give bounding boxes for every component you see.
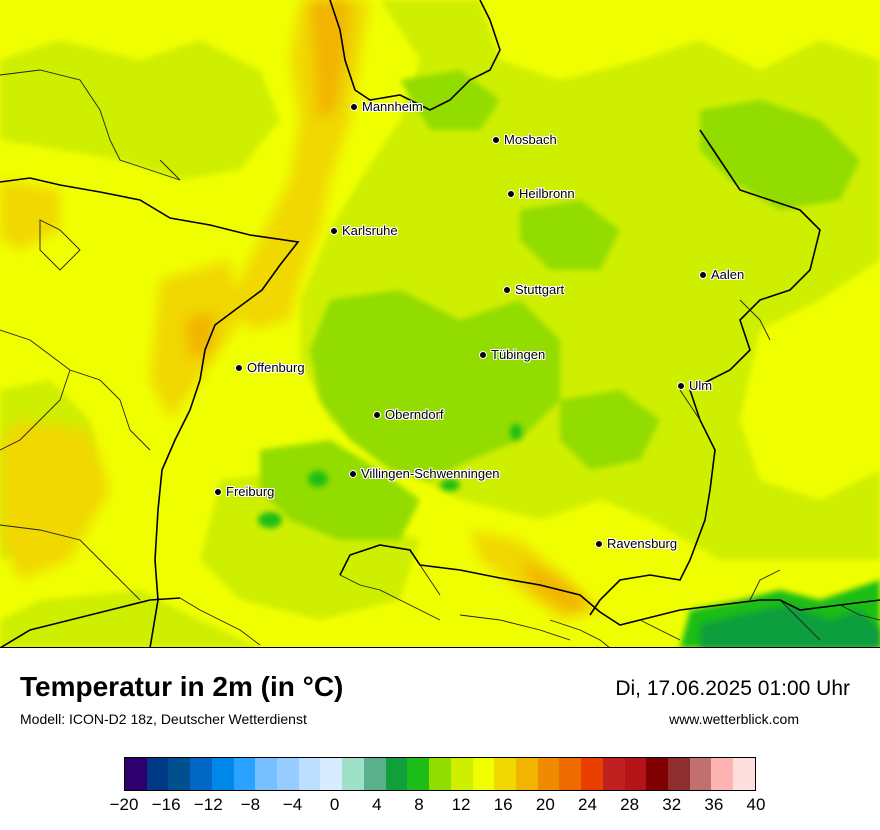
city-ravensburg: Ravensburg — [595, 536, 677, 551]
city-label: Freiburg — [226, 484, 275, 499]
legend-swatch — [602, 758, 625, 790]
legend-swatch — [537, 758, 560, 790]
legend-swatch — [255, 758, 278, 790]
forecast-datetime: Di, 17.06.2025 01:00 Uhr — [615, 677, 850, 700]
southwest-border — [0, 597, 181, 647]
city-label: Oberndorf — [385, 407, 444, 422]
color-scale-ticks: −20 −16 −12 −8 −4 0 4 8 12 16 20 24 28 32 36 40 — [110, 795, 766, 819]
legend-swatch — [515, 758, 538, 790]
city-label: Offenburg — [247, 360, 305, 375]
legend-swatch — [667, 758, 690, 790]
city-dot — [677, 381, 685, 390]
city-tuebingen: Tübingen — [479, 347, 545, 362]
legend-tick-label: −4 — [282, 795, 303, 814]
legend-swatch — [472, 758, 495, 790]
legend-swatch — [363, 758, 386, 790]
city-dot — [330, 226, 338, 235]
city-label: Villingen-Schwenningen — [361, 466, 500, 481]
legend-tick-label: 16 — [493, 795, 513, 814]
legend-swatch — [320, 758, 343, 790]
city-label: Mannheim — [362, 99, 423, 114]
legend-swatch — [168, 758, 191, 790]
city-mannheim: Mannheim — [350, 99, 423, 114]
legend-swatch — [298, 758, 321, 790]
legend-swatch — [624, 758, 647, 790]
city-label: Ravensburg — [607, 536, 678, 551]
city-heilbronn: Heilbronn — [507, 186, 575, 201]
legend-tick-label: 32 — [662, 795, 682, 814]
city-dot — [235, 363, 243, 372]
legend-tick-label: 12 — [451, 795, 471, 814]
city-mosbach: Mosbach — [492, 132, 557, 147]
legend-swatch — [581, 758, 603, 790]
legend-swatch — [146, 758, 169, 790]
district-borders — [0, 69, 880, 647]
legend-swatch — [689, 758, 712, 790]
legend-swatch — [125, 758, 147, 790]
legend-tick-label: 0 — [329, 795, 340, 814]
city-label: Tübingen — [491, 347, 546, 362]
city-dot — [492, 135, 500, 144]
legend-tick-label: 36 — [704, 795, 724, 814]
city-dot — [699, 270, 707, 279]
legend-swatch — [190, 758, 212, 790]
legend-swatch — [450, 758, 473, 790]
state-border-east — [589, 129, 821, 616]
city-dot — [373, 410, 381, 419]
legend-tick-label: −12 — [193, 795, 223, 814]
legend-tick-label: −8 — [240, 795, 261, 814]
legend-swatch — [211, 758, 234, 790]
city-aalen: Aalen — [699, 267, 744, 282]
city-dot — [507, 189, 515, 198]
city-label: Heilbronn — [519, 186, 575, 201]
legend-tick-label: 8 — [414, 795, 424, 814]
city-dot — [350, 102, 358, 111]
city-stuttgart: Stuttgart — [503, 282, 564, 297]
legend-swatch — [646, 758, 668, 790]
temperature-9c-spots — [700, 605, 880, 647]
city-offenburg: Offenburg — [235, 360, 305, 375]
legend-swatch — [385, 758, 408, 790]
city-label: Ulm — [689, 378, 713, 393]
temperature-12c-regions — [260, 70, 860, 540]
legend-tick-label: 40 — [746, 795, 766, 814]
city-label: Aalen — [711, 267, 745, 282]
state-border-north — [329, 0, 501, 111]
legend-swatch — [494, 758, 516, 790]
color-scale-legend — [124, 757, 756, 791]
legend-tick-label: 24 — [577, 795, 597, 814]
city-dot — [349, 469, 357, 478]
legend-swatch — [711, 758, 734, 790]
city-karlsruhe: Karlsruhe — [330, 223, 398, 238]
legend-swatch — [429, 758, 451, 790]
temperature-map-layer — [0, 0, 880, 647]
city-dot — [479, 350, 487, 359]
legend-swatch — [559, 758, 582, 790]
city-dot — [214, 487, 222, 496]
legend-tick-label: −16 — [151, 795, 181, 814]
city-freiburg: Freiburg — [214, 484, 274, 499]
map-title: Temperatur in 2m (in °C) — [20, 671, 344, 702]
model-subtitle: Modell: ICON-D2 18z, Deutscher Wetterdie… — [20, 711, 307, 727]
legend-swatch — [342, 758, 364, 790]
city-ulm: Ulm — [677, 378, 712, 393]
legend-swatch — [277, 758, 299, 790]
legend-tick-label: 4 — [372, 795, 382, 814]
city-label: Stuttgart — [515, 282, 565, 297]
state-border-west — [0, 177, 300, 647]
city-oberndorf: Oberndorf — [373, 407, 444, 422]
city-dot — [503, 285, 511, 294]
legend-swatch — [407, 758, 430, 790]
city-label: Karlsruhe — [342, 223, 398, 238]
legend-tick-label: 28 — [620, 795, 640, 814]
city-dot — [595, 539, 603, 548]
legend-swatch — [233, 758, 256, 790]
legend-tick-label: 20 — [535, 795, 555, 814]
temperature-map: Mannheim Mosbach Heilbronn Karlsruhe Aal… — [0, 0, 880, 648]
legend-swatch — [733, 758, 755, 790]
website-link[interactable]: www.wetterblick.com — [669, 711, 799, 727]
city-villingen-schwenningen: Villingen-Schwenningen — [349, 466, 500, 481]
city-label: Mosbach — [504, 132, 557, 147]
legend-tick-label: −20 — [109, 795, 139, 814]
